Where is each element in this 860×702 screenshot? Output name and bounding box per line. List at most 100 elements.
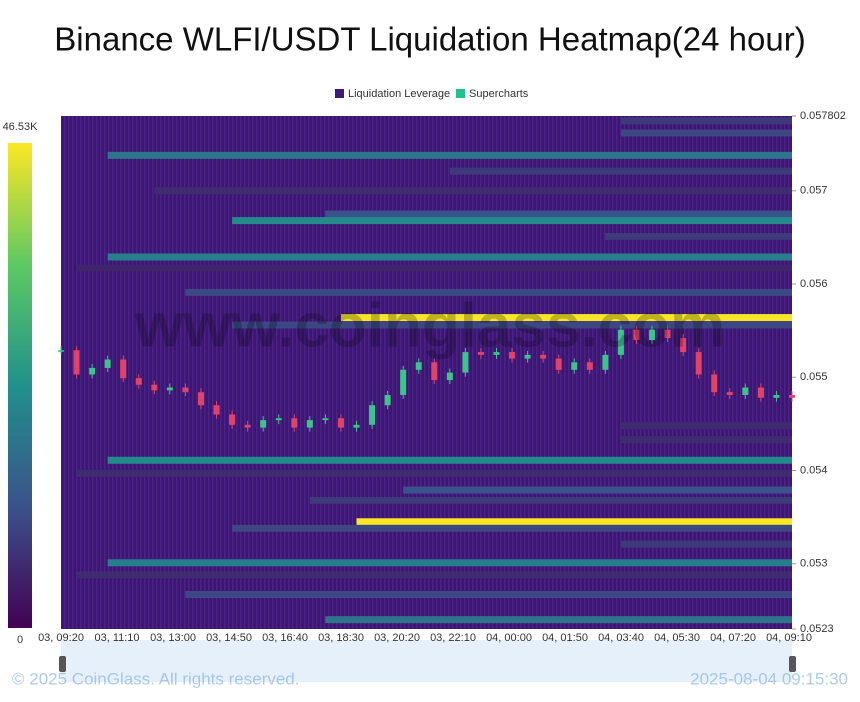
candle [633, 329, 640, 340]
liquidation-band [620, 117, 792, 125]
y-tick-label: 0.053 [800, 558, 828, 570]
liquidation-band [605, 232, 792, 240]
x-tick-label: 03, 14:50 [206, 632, 252, 644]
candle [353, 424, 360, 428]
candle [664, 329, 671, 339]
candle [555, 358, 562, 370]
candle [757, 387, 764, 398]
y-tick-label: 0.055 [800, 371, 828, 383]
liquidation-band [232, 524, 793, 532]
liquidation-band [340, 314, 792, 322]
x-tick-label: 04, 03:40 [598, 632, 644, 644]
candle [291, 418, 298, 428]
candle [166, 387, 173, 391]
candle [73, 350, 80, 375]
candle [415, 362, 422, 370]
y-tick-label: 0.0523 [800, 623, 834, 635]
candle [260, 420, 267, 428]
colorbar [8, 143, 32, 628]
copyright: © 2025 CoinGlass. All rights reserved. [12, 669, 300, 688]
liquidation-band [620, 422, 792, 430]
candle [742, 387, 749, 395]
x-tick-label: 04, 09:10 [766, 632, 812, 644]
colorbar-tick-label: 46.53K [3, 121, 39, 133]
liquidation-band [403, 486, 792, 494]
liquidation-band [309, 496, 792, 504]
liquidation-band [185, 591, 792, 599]
candle [493, 352, 500, 355]
x-tick-label: 03, 18:30 [318, 632, 364, 644]
watermark: www.coinglass.com [134, 291, 725, 360]
x-tick-label: 04, 01:50 [542, 632, 588, 644]
navigator-handle[interactable] [789, 656, 796, 672]
candle [229, 414, 236, 425]
candle [540, 354, 547, 359]
candle [384, 394, 391, 406]
candle [586, 362, 593, 370]
chart-title: Binance WLFI/USDT Liquidation Heatmap(24… [54, 21, 805, 58]
liquidation-band [107, 559, 793, 567]
x-tick-label: 03, 13:00 [150, 632, 196, 644]
liquidation-band [76, 571, 792, 579]
liquidation-band [107, 151, 793, 159]
liquidation-band [232, 217, 793, 225]
x-tick-label: 03, 22:10 [430, 632, 476, 644]
x-tick-label: 03, 16:40 [262, 632, 308, 644]
legend-swatch [456, 89, 465, 98]
liquidation-band [76, 264, 792, 272]
y-tick-label: 0.057 [800, 185, 828, 197]
candle [337, 418, 344, 428]
candle [197, 392, 204, 406]
navigator [61, 640, 792, 682]
candle [306, 420, 313, 428]
y-tick-label: 0.057802 [800, 110, 846, 122]
x-tick-label: 04, 07:20 [710, 632, 756, 644]
legend-label[interactable]: Supercharts [469, 88, 529, 100]
candle [789, 394, 795, 398]
candle [151, 384, 158, 391]
y-tick-label: 0.054 [800, 464, 828, 476]
candle [477, 352, 484, 355]
candle [275, 418, 282, 421]
candle [617, 329, 624, 355]
liquidation-band [620, 436, 792, 444]
candle [680, 338, 687, 353]
candle [89, 367, 96, 375]
candle [509, 352, 516, 359]
x-tick-label: 03, 09:20 [38, 632, 84, 644]
liquidation-band [325, 616, 792, 624]
x-tick-label: 03, 20:20 [374, 632, 420, 644]
candle [446, 372, 453, 381]
candle [135, 378, 142, 385]
navigator-handle[interactable] [59, 656, 66, 672]
liquidation-band [232, 321, 793, 329]
candle [322, 418, 329, 421]
candle [695, 352, 702, 375]
candle [773, 394, 780, 398]
x-tick-label: 04, 00:00 [486, 632, 532, 644]
liquidation-band [107, 253, 793, 261]
timestamp: 2025-08-04 09:15:30 [690, 669, 848, 688]
liquidation-band [154, 187, 792, 195]
candle [524, 354, 531, 359]
candle [571, 362, 578, 370]
candle [244, 424, 251, 428]
candle [602, 354, 609, 370]
y-tick-label: 0.056 [800, 278, 828, 290]
liquidation-band [107, 456, 793, 464]
candle [104, 359, 111, 368]
legend-swatch [335, 89, 344, 98]
liquidation-band [449, 167, 792, 175]
candle [369, 405, 376, 425]
liquidation-band [76, 469, 792, 477]
liquidation-band [325, 210, 792, 218]
legend-label[interactable]: Liquidation Leverage [348, 88, 450, 100]
candle [711, 374, 718, 393]
x-tick-label: 03, 11:10 [94, 632, 139, 644]
candle [213, 405, 220, 415]
candle [726, 392, 733, 395]
candle [462, 352, 469, 373]
liquidation-band [185, 288, 792, 296]
candle [400, 369, 407, 395]
